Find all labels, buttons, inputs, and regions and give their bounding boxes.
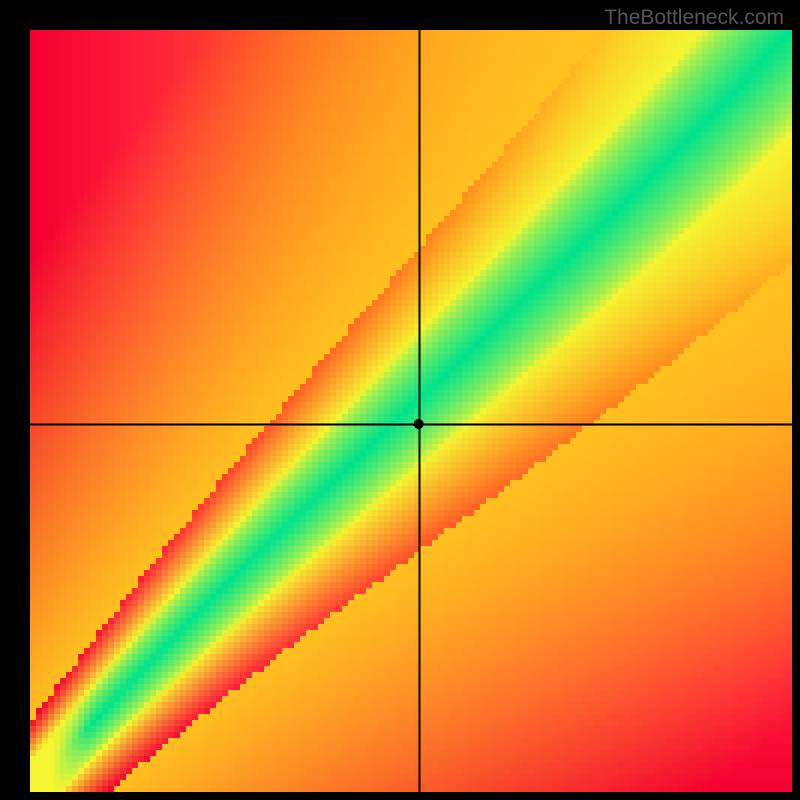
watermark-text: TheBottleneck.com: [604, 6, 784, 30]
crosshair-overlay: [0, 0, 800, 800]
